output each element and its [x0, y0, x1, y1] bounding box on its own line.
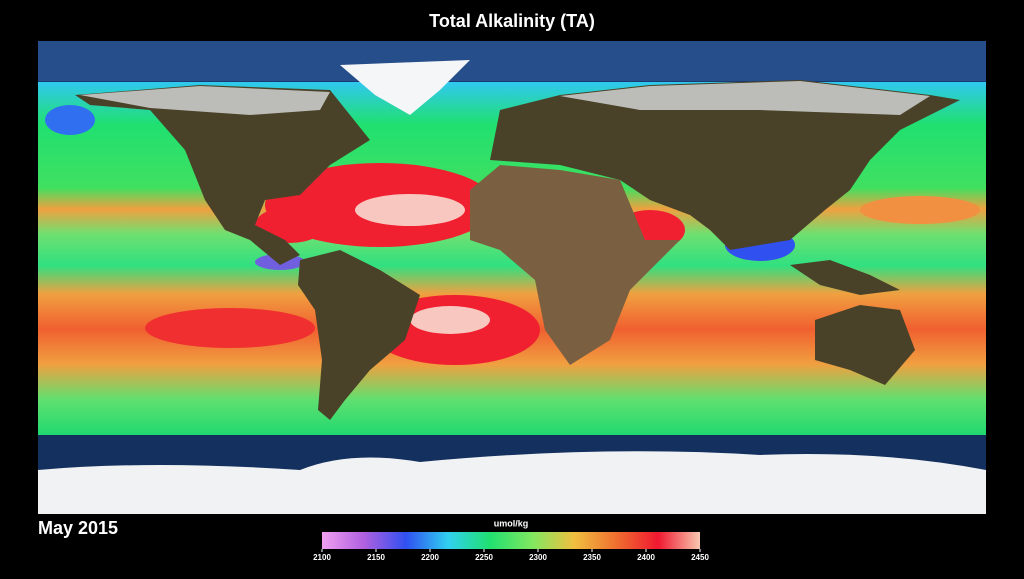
colorbar-tick-label: 2150 [367, 553, 385, 562]
colorbar-tick-label: 2350 [583, 553, 601, 562]
colorbar-tick-label: 2450 [691, 553, 709, 562]
colorbar-label: umol/kg [494, 518, 529, 528]
colorbar-tick-label: 2300 [529, 553, 547, 562]
colorbar-tick-label: 2100 [313, 553, 331, 562]
colorbar-tick-label: 2250 [475, 553, 493, 562]
title: Total Alkalinity (TA) [429, 11, 595, 31]
colorbar-ramp [322, 532, 700, 549]
colorbar: umol/kg 2100 2150 2200 2250 2300 2350 2400 2450 [313, 518, 709, 562]
date: May 2015 [38, 518, 118, 538]
map [38, 41, 986, 514]
colorbar-tick-label: 2200 [421, 553, 439, 562]
colorbar-tick-label: 2400 [637, 553, 655, 562]
